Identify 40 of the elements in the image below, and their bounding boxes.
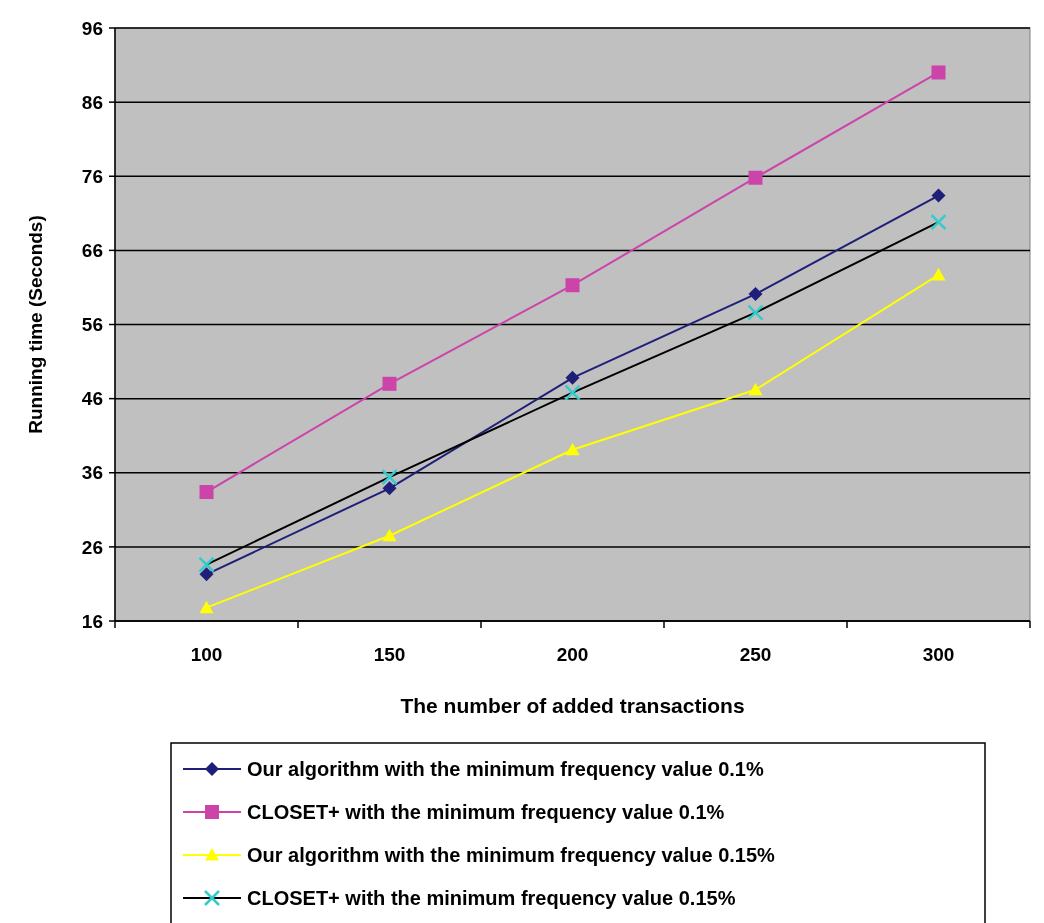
y-tick-label: 96 [81, 17, 103, 39]
point [381, 468, 398, 486]
point [199, 485, 214, 500]
legend-label: Our algorithm with the minimum frequency value 0.15% [247, 844, 776, 866]
y-tick-label: 36 [81, 462, 103, 484]
point [931, 267, 946, 281]
y-tick-label: 86 [81, 91, 103, 113]
y-tick-label: 46 [81, 388, 103, 410]
y-tick-label: 66 [81, 240, 103, 262]
point [748, 287, 763, 302]
y-tick-label: 16 [81, 610, 103, 632]
point [565, 278, 580, 293]
x-tick-label: 250 [739, 644, 772, 665]
point [748, 170, 763, 185]
point [748, 382, 763, 396]
legend-label: CLOSET+ with the minimum frequency value 0.15% [247, 887, 736, 909]
x-tick-label: 100 [190, 644, 223, 665]
y-tick-label: 26 [81, 536, 103, 558]
x-axis-title: The number of added transactions [400, 694, 745, 717]
legend-label: CLOSET+ with the minimum frequency value 0.1% [247, 801, 725, 823]
point [931, 65, 946, 80]
point [931, 188, 946, 203]
point [564, 384, 581, 401]
point [199, 567, 214, 582]
y-axis-title: Running time (Seconds) [25, 215, 46, 434]
point [565, 370, 580, 385]
y-tick-label: 56 [81, 314, 103, 336]
point [930, 213, 947, 231]
point [747, 304, 764, 321]
y-tick-label: 76 [81, 165, 103, 187]
point [198, 556, 215, 573]
point [382, 376, 397, 391]
point [565, 442, 580, 456]
x-tick-label: 150 [373, 644, 406, 665]
point [382, 528, 397, 542]
legend-label: Our algorithm with the minimum frequency value 0.1% [247, 758, 764, 780]
x-tick-label: 200 [556, 644, 589, 665]
point [382, 481, 397, 496]
x-tick-label: 300 [922, 644, 955, 665]
point [199, 600, 214, 614]
